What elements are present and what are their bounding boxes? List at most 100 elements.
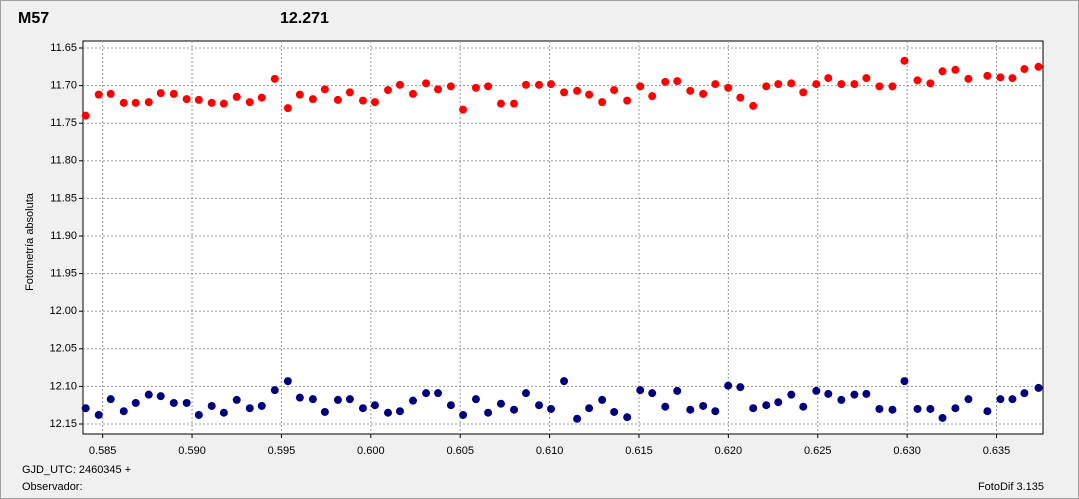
data-point: [510, 99, 519, 108]
data-point: [762, 401, 771, 410]
data-point: [661, 402, 670, 411]
data-point: [257, 401, 266, 410]
data-point: [573, 86, 582, 95]
x-tick-label: 0.620: [715, 445, 743, 457]
data-point: [106, 395, 115, 404]
data-point: [774, 398, 783, 407]
data-point: [926, 79, 935, 88]
data-point: [484, 82, 493, 91]
data-point: [333, 395, 342, 404]
data-point: [94, 410, 103, 419]
data-point: [119, 98, 128, 107]
data-point: [661, 77, 670, 86]
data-point: [623, 96, 632, 105]
x-tick-label: 0.605: [446, 445, 474, 457]
data-point: [824, 389, 833, 398]
data-point: [270, 386, 279, 395]
data-point: [345, 88, 354, 97]
data-point: [711, 407, 720, 416]
data-point: [787, 390, 796, 399]
data-point: [194, 410, 203, 419]
data-point: [219, 408, 228, 417]
data-point: [964, 395, 973, 404]
data-point: [169, 398, 178, 407]
data-point: [996, 73, 1005, 82]
data-point: [156, 89, 165, 98]
y-tick-label: 11.75: [50, 117, 77, 129]
data-point: [938, 67, 947, 76]
data-point: [169, 89, 178, 98]
data-point: [333, 95, 342, 104]
data-point: [308, 395, 317, 404]
data-point: [749, 404, 758, 413]
data-point: [422, 389, 431, 398]
data-point: [81, 404, 90, 413]
data-point: [144, 390, 153, 399]
data-point: [862, 389, 871, 398]
data-point: [724, 83, 733, 92]
data-point: [320, 407, 329, 416]
data-point: [875, 82, 884, 91]
data-point: [598, 395, 607, 404]
data-point: [459, 105, 468, 114]
data-point: [207, 401, 216, 410]
data-point: [496, 399, 505, 408]
data-point: [182, 398, 191, 407]
data-point: [510, 405, 519, 414]
data-point: [270, 74, 279, 83]
data-point: [824, 74, 833, 83]
data-point: [850, 80, 859, 89]
y-axis-label: Fotometría absoluta: [24, 192, 36, 291]
data-point: [673, 386, 682, 395]
software-label: FotoDif 3.135: [978, 481, 1044, 493]
data-point: [358, 404, 367, 413]
data-point: [913, 404, 922, 413]
data-point: [636, 386, 645, 395]
data-point: [446, 401, 455, 410]
data-point: [983, 407, 992, 416]
data-point: [774, 80, 783, 89]
data-point: [434, 389, 443, 398]
data-point: [900, 56, 909, 65]
data-point: [182, 95, 191, 104]
y-tick-label: 11.70: [50, 80, 77, 92]
data-point: [535, 80, 544, 89]
data-point: [736, 383, 745, 392]
plot-area: [82, 40, 1044, 435]
data-point: [837, 395, 846, 404]
data-point: [535, 401, 544, 410]
data-point: [560, 377, 569, 386]
data-point: [484, 408, 493, 417]
data-point: [1008, 74, 1017, 83]
data-point: [283, 104, 292, 113]
data-point: [951, 404, 960, 413]
x-tick-label: 0.585: [89, 445, 117, 457]
data-point: [521, 389, 530, 398]
data-point: [862, 74, 871, 83]
data-point: [257, 93, 266, 102]
data-point: [926, 404, 935, 413]
data-point: [673, 77, 682, 86]
data-point: [106, 89, 115, 98]
data-point: [283, 377, 292, 386]
y-tick-label: 12.10: [49, 380, 77, 392]
x-tick-label: 0.600: [357, 445, 385, 457]
data-point: [888, 405, 897, 414]
data-point: [144, 98, 153, 107]
chart-title: M57: [18, 10, 49, 27]
data-point: [585, 404, 594, 413]
data-point: [446, 82, 455, 91]
data-point: [560, 88, 569, 97]
data-point: [799, 402, 808, 411]
data-point: [1020, 65, 1029, 74]
data-point: [207, 98, 216, 107]
data-point: [736, 93, 745, 102]
observer-label: Observador:: [22, 481, 83, 493]
data-point: [194, 95, 203, 104]
data-point: [1034, 383, 1043, 392]
data-point: [900, 377, 909, 386]
data-point: [81, 111, 90, 120]
x-tick-label: 0.615: [625, 445, 653, 457]
data-point: [383, 86, 392, 95]
